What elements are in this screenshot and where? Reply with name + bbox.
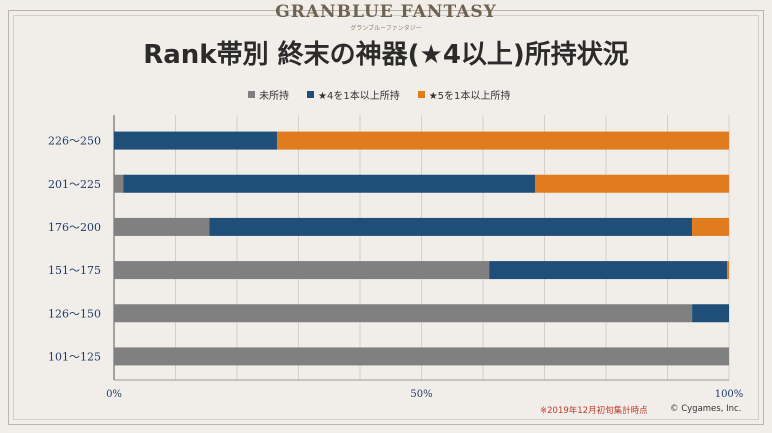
slide-frame-inner [13,15,759,420]
category-label: 201～225 [48,178,101,191]
bar-segment-none [114,174,124,193]
bar-segment-star4 [209,217,693,236]
bar-segment-none [114,304,693,323]
x-tick-label: 100% [715,389,744,400]
legend-item-star4: ★4を1本以上所持 [307,87,400,102]
bar-segment-star5 [692,217,729,236]
x-tick-label: 0% [106,389,122,400]
bar-segment-none [114,261,490,280]
footnote: ※2019年12月初旬集計時点 [540,406,648,416]
bar-segment-star4 [114,131,277,150]
slide-frame [8,10,764,425]
bar-segment-star5 [276,131,729,150]
category-label: 176～200 [48,221,101,234]
legend-label-star4: ★4を1本以上所持 [318,90,400,102]
legend-item-star5: ★5を1本以上所持 [417,87,511,102]
game-logo: GRANBLUE FANTASY [275,2,497,22]
bar-segment-star4 [692,304,729,323]
bar-segment-star4 [123,174,536,193]
legend-swatch-none [248,90,255,98]
chart-legend: 未所持 ★4を1本以上所持 ★5を1本以上所持 [248,87,511,102]
bar-segment-star5 [727,261,729,280]
legend-item-none: 未所持 [248,87,289,102]
legend-swatch-star4 [307,90,314,98]
game-logo-subtitle: グランブルーファンタジー [350,25,422,32]
legend-swatch-star5 [417,90,425,98]
bar-segment-none [114,347,729,366]
legend-label-star5: ★5を1本以上所持 [428,90,511,102]
category-label: 126～150 [48,307,101,320]
category-label: 226～250 [48,135,101,148]
copyright: © Cygames, Inc. [670,404,742,414]
bar-segment-none [114,217,210,236]
x-tick-label: 50% [410,389,432,400]
category-label: 151～175 [48,264,101,277]
legend-label-none: 未所持 [259,90,289,102]
chart-title: Rank帯別 終末の神器(★4以上)所持状況 [143,40,629,70]
bar-segment-star5 [535,174,729,193]
bar-segment-star4 [489,261,728,280]
category-label: 101～125 [48,350,101,363]
